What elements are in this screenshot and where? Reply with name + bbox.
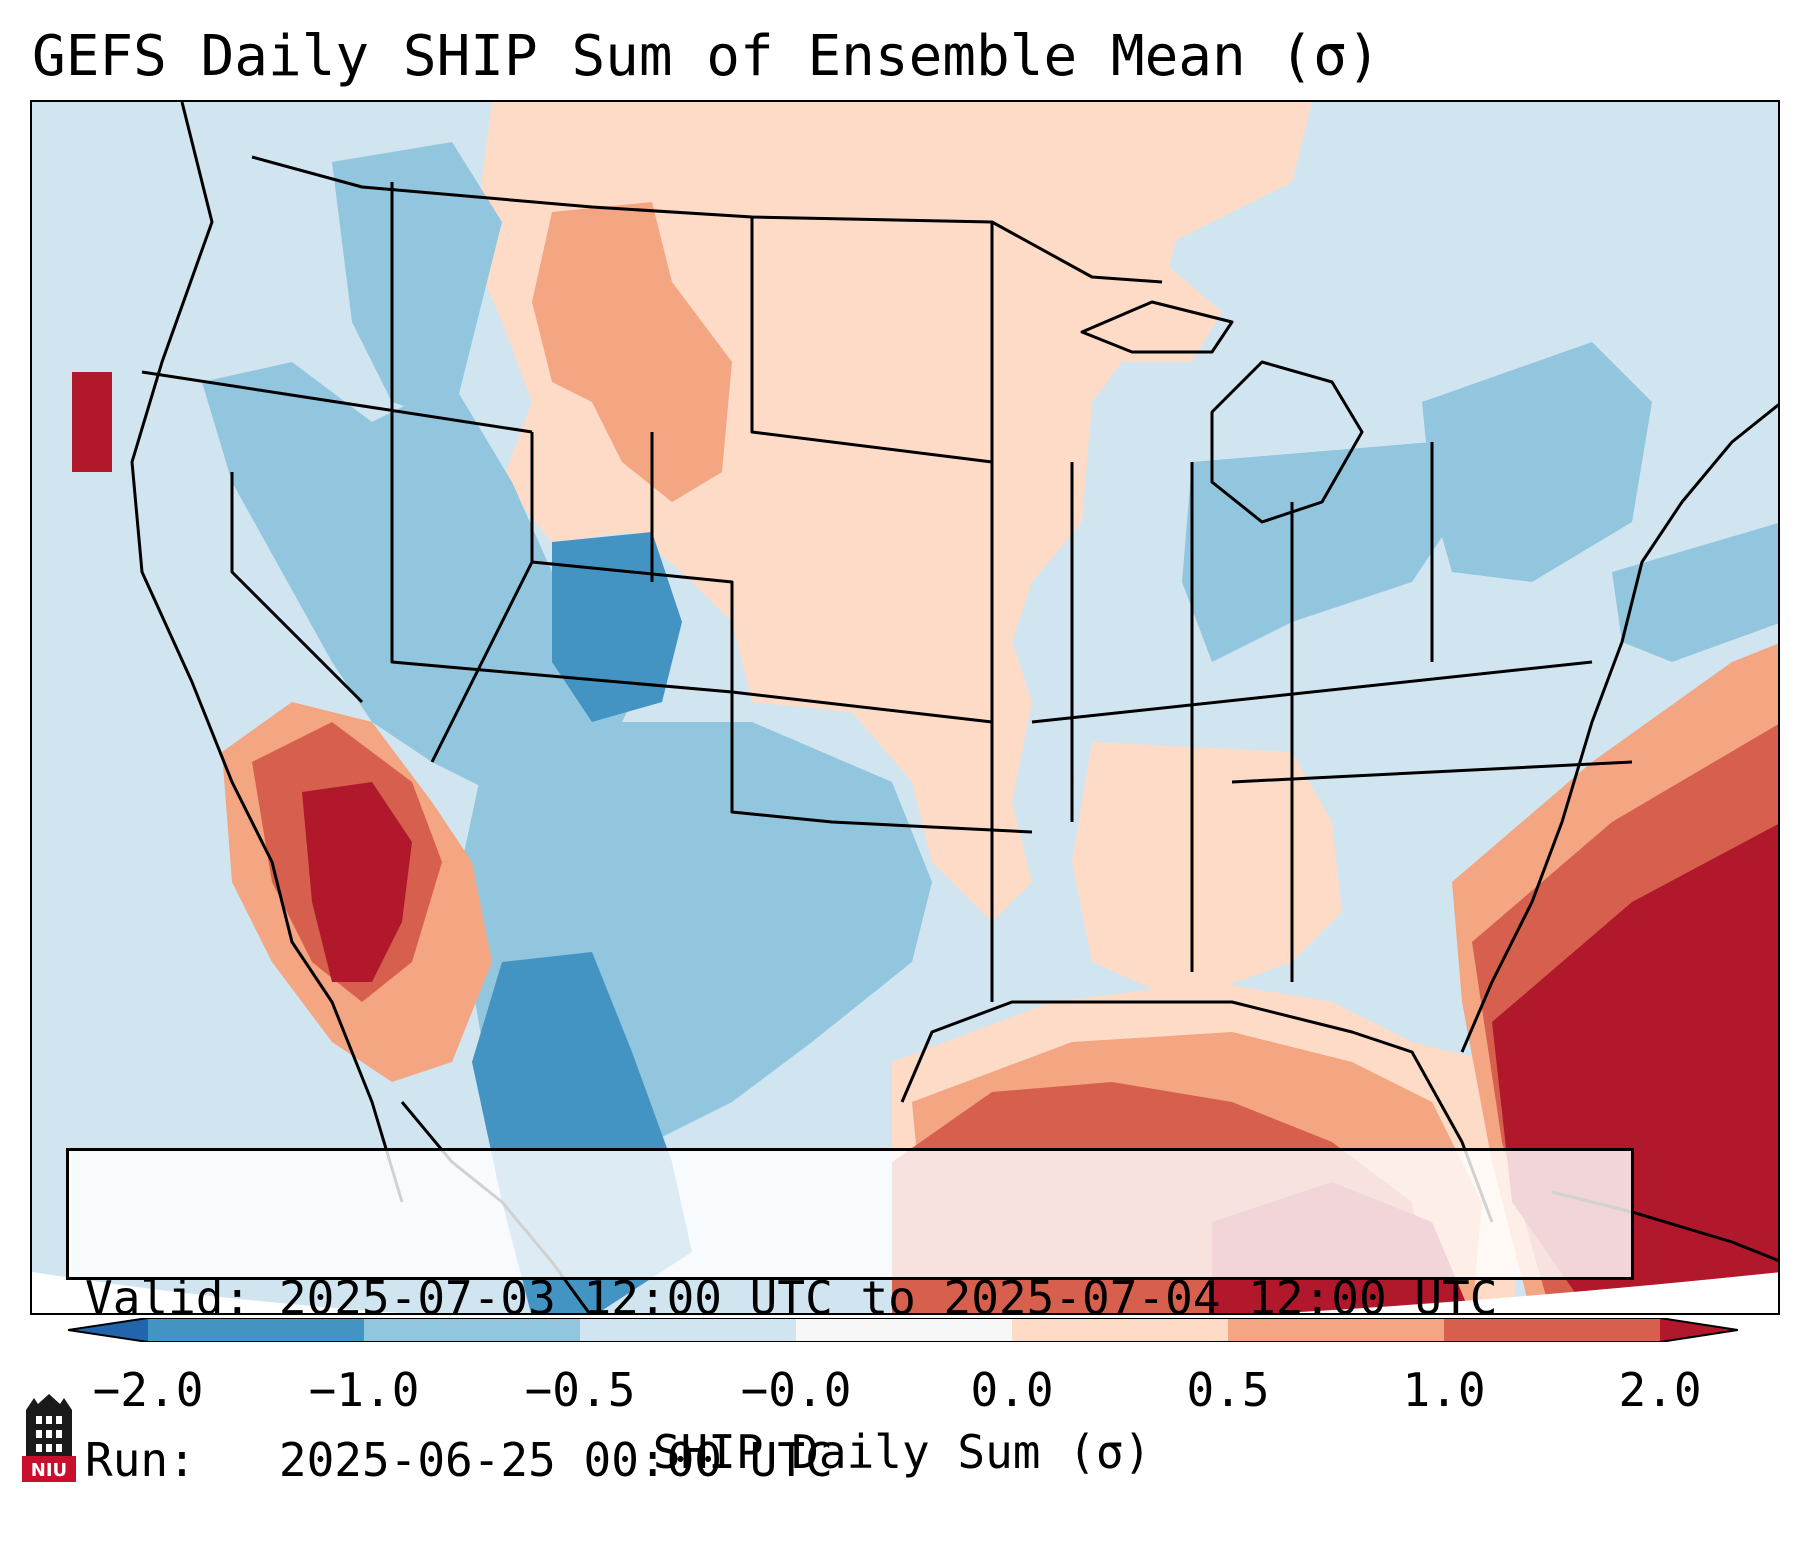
- colorbar-tick-4: −0.0: [740, 1363, 852, 1417]
- niu-logo: NIU: [22, 1394, 76, 1482]
- colorbar-tick-6: 0.5: [1186, 1363, 1270, 1417]
- colorbar-tick-8: 2.0: [1618, 1363, 1702, 1417]
- colorbar-segment-5: [1012, 1318, 1228, 1342]
- atlantic-coast: [1460, 403, 1778, 1053]
- anomaly-region-northeast: [1422, 342, 1652, 582]
- anomaly-region-montana-wyoming: [532, 202, 732, 502]
- run-value: 2025-06-25 00:00 UTC: [278, 1433, 833, 1487]
- run-label: Run:: [85, 1433, 196, 1487]
- colorbar-tick-7: 1.0: [1402, 1363, 1486, 1417]
- state-lines: [141, 182, 1633, 1002]
- gulf-coast: [900, 1000, 1494, 1223]
- valid-value: 2025-07-03 12:00 UTC to 2025-07-04 12:00…: [278, 1271, 1498, 1325]
- anomaly-region-desert-extreme: [302, 782, 412, 982]
- anomaly-region-atlantic-coast-blue: [1612, 523, 1778, 662]
- anomaly-region-great-lakes-warm: [1012, 252, 1222, 402]
- map-title: GEFS Daily SHIP Sum of Ensemble Mean (σ): [32, 24, 1381, 89]
- valid-label: Valid:: [85, 1271, 252, 1325]
- colorbar-extend-low: [68, 1318, 148, 1342]
- logo-text: NIU: [31, 1460, 67, 1481]
- logo-badge: [22, 1456, 76, 1482]
- west-coast: [130, 102, 404, 1203]
- colorbar-segment-4: [796, 1318, 1012, 1342]
- colorbar-tick-3: −0.5: [524, 1363, 636, 1417]
- colorbar-segment-1: [148, 1318, 364, 1342]
- colorbar-extend-high: [1660, 1318, 1738, 1342]
- great-lakes: [1210, 360, 1364, 524]
- lake-superior: [1080, 300, 1234, 354]
- run-row: Run: 2025-06-25 00:00 UTC: [85, 1433, 1615, 1487]
- logo-tower-icon: [26, 1394, 72, 1456]
- map-extent-corner: [32, 1272, 1778, 1313]
- anomaly-region-colorado: [552, 532, 682, 722]
- colorbar-label: SHIP Daily Sum (σ): [652, 1425, 1152, 1479]
- colorbar-segment-6: [1228, 1318, 1444, 1342]
- validity-info-box: Valid: 2025-07-03 12:00 UTC to 2025-07-0…: [66, 1148, 1634, 1487]
- map-panel: [30, 100, 1780, 1315]
- anomaly-region-california-coast: [72, 372, 112, 472]
- colorbar-tick-2: −1.0: [308, 1363, 420, 1417]
- colorbar-segment-2: [364, 1318, 580, 1342]
- colorbar-tick-5: 0.0: [970, 1363, 1054, 1417]
- colorbar-tick-1: −2.0: [92, 1363, 204, 1417]
- colorbar: [68, 1318, 1738, 1342]
- valid-row: Valid: 2025-07-03 12:00 UTC to 2025-07-0…: [85, 1271, 1615, 1325]
- anomaly-region-lower-mississippi: [1072, 742, 1342, 1002]
- colorbar-segment-3: [580, 1318, 796, 1342]
- colorbar-segment-7: [1444, 1318, 1660, 1342]
- anomaly-region-ohio-valley: [1182, 442, 1452, 662]
- anomaly-region-northern-rockies: [332, 142, 502, 422]
- anomaly-region-great-basin: [202, 362, 632, 802]
- anomaly-region-nw-canada-warm: [992, 102, 1312, 242]
- anomaly-map: [32, 102, 1778, 1313]
